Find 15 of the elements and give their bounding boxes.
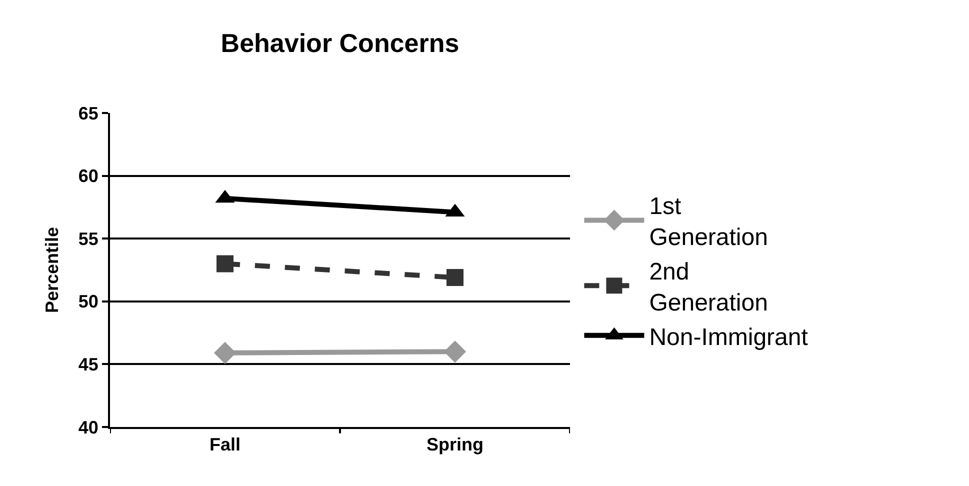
y-axis-title: Percentile: [42, 226, 62, 314]
legend-label: 2nd Generation: [649, 258, 768, 317]
point: [216, 255, 234, 272]
y-tick-label: 55: [78, 228, 98, 249]
y-tick-label: 45: [78, 354, 98, 374]
legend-label: 1st Generation: [649, 192, 768, 252]
x-tick-label: Fall: [209, 434, 241, 455]
y-tick-label: 50: [78, 292, 98, 312]
chart-title: Behavior Concerns: [220, 28, 460, 58]
y-tick-label: 40: [78, 417, 98, 438]
x-tick-label: Spring: [426, 434, 484, 455]
y-tick-label: 60: [78, 166, 98, 186]
y-tick-label: 65: [78, 103, 98, 124]
legend-label: Non-Immigrant: [649, 324, 808, 351]
point: [446, 269, 464, 286]
